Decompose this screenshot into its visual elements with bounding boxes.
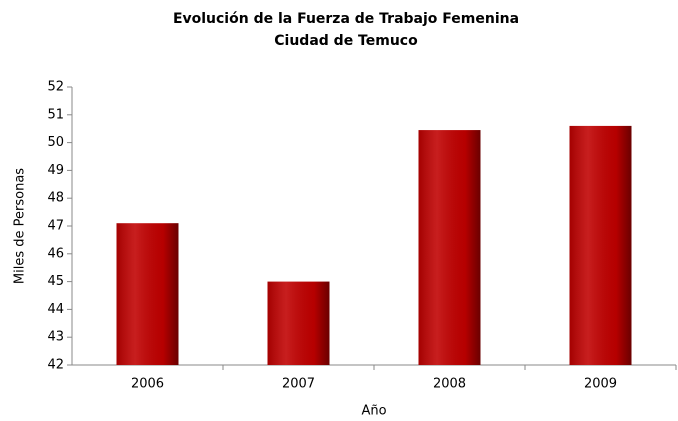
- x-tick-label: 2007: [282, 377, 315, 392]
- y-tick-label: 46: [47, 246, 64, 261]
- y-tick-label: 44: [47, 302, 64, 317]
- bar-shade: [116, 223, 179, 365]
- y-tick-label: 49: [47, 163, 64, 178]
- y-tick-label: 45: [47, 274, 64, 289]
- y-tick-label: 50: [47, 135, 64, 150]
- x-tick-label: 2008: [433, 377, 466, 392]
- x-tick-label: 2009: [584, 377, 617, 392]
- y-tick-label: 51: [47, 107, 64, 122]
- bar-shade: [418, 130, 481, 365]
- y-tick-label: 48: [47, 191, 64, 206]
- y-tick-label: 52: [47, 80, 64, 95]
- x-axis-label: Año: [361, 404, 386, 419]
- y-tick-label: 42: [47, 358, 64, 373]
- y-tick-label: 47: [47, 219, 64, 234]
- bar-shade: [267, 281, 330, 365]
- chart-title: Evolución de la Fuerza de Trabajo Femeni…: [173, 11, 519, 27]
- bar-shade: [569, 125, 632, 365]
- x-tick-label: 2006: [131, 377, 164, 392]
- chart-subtitle: Ciudad de Temuco: [274, 33, 418, 49]
- y-tick-label: 43: [47, 330, 64, 345]
- y-axis-label: Miles de Personas: [13, 168, 28, 284]
